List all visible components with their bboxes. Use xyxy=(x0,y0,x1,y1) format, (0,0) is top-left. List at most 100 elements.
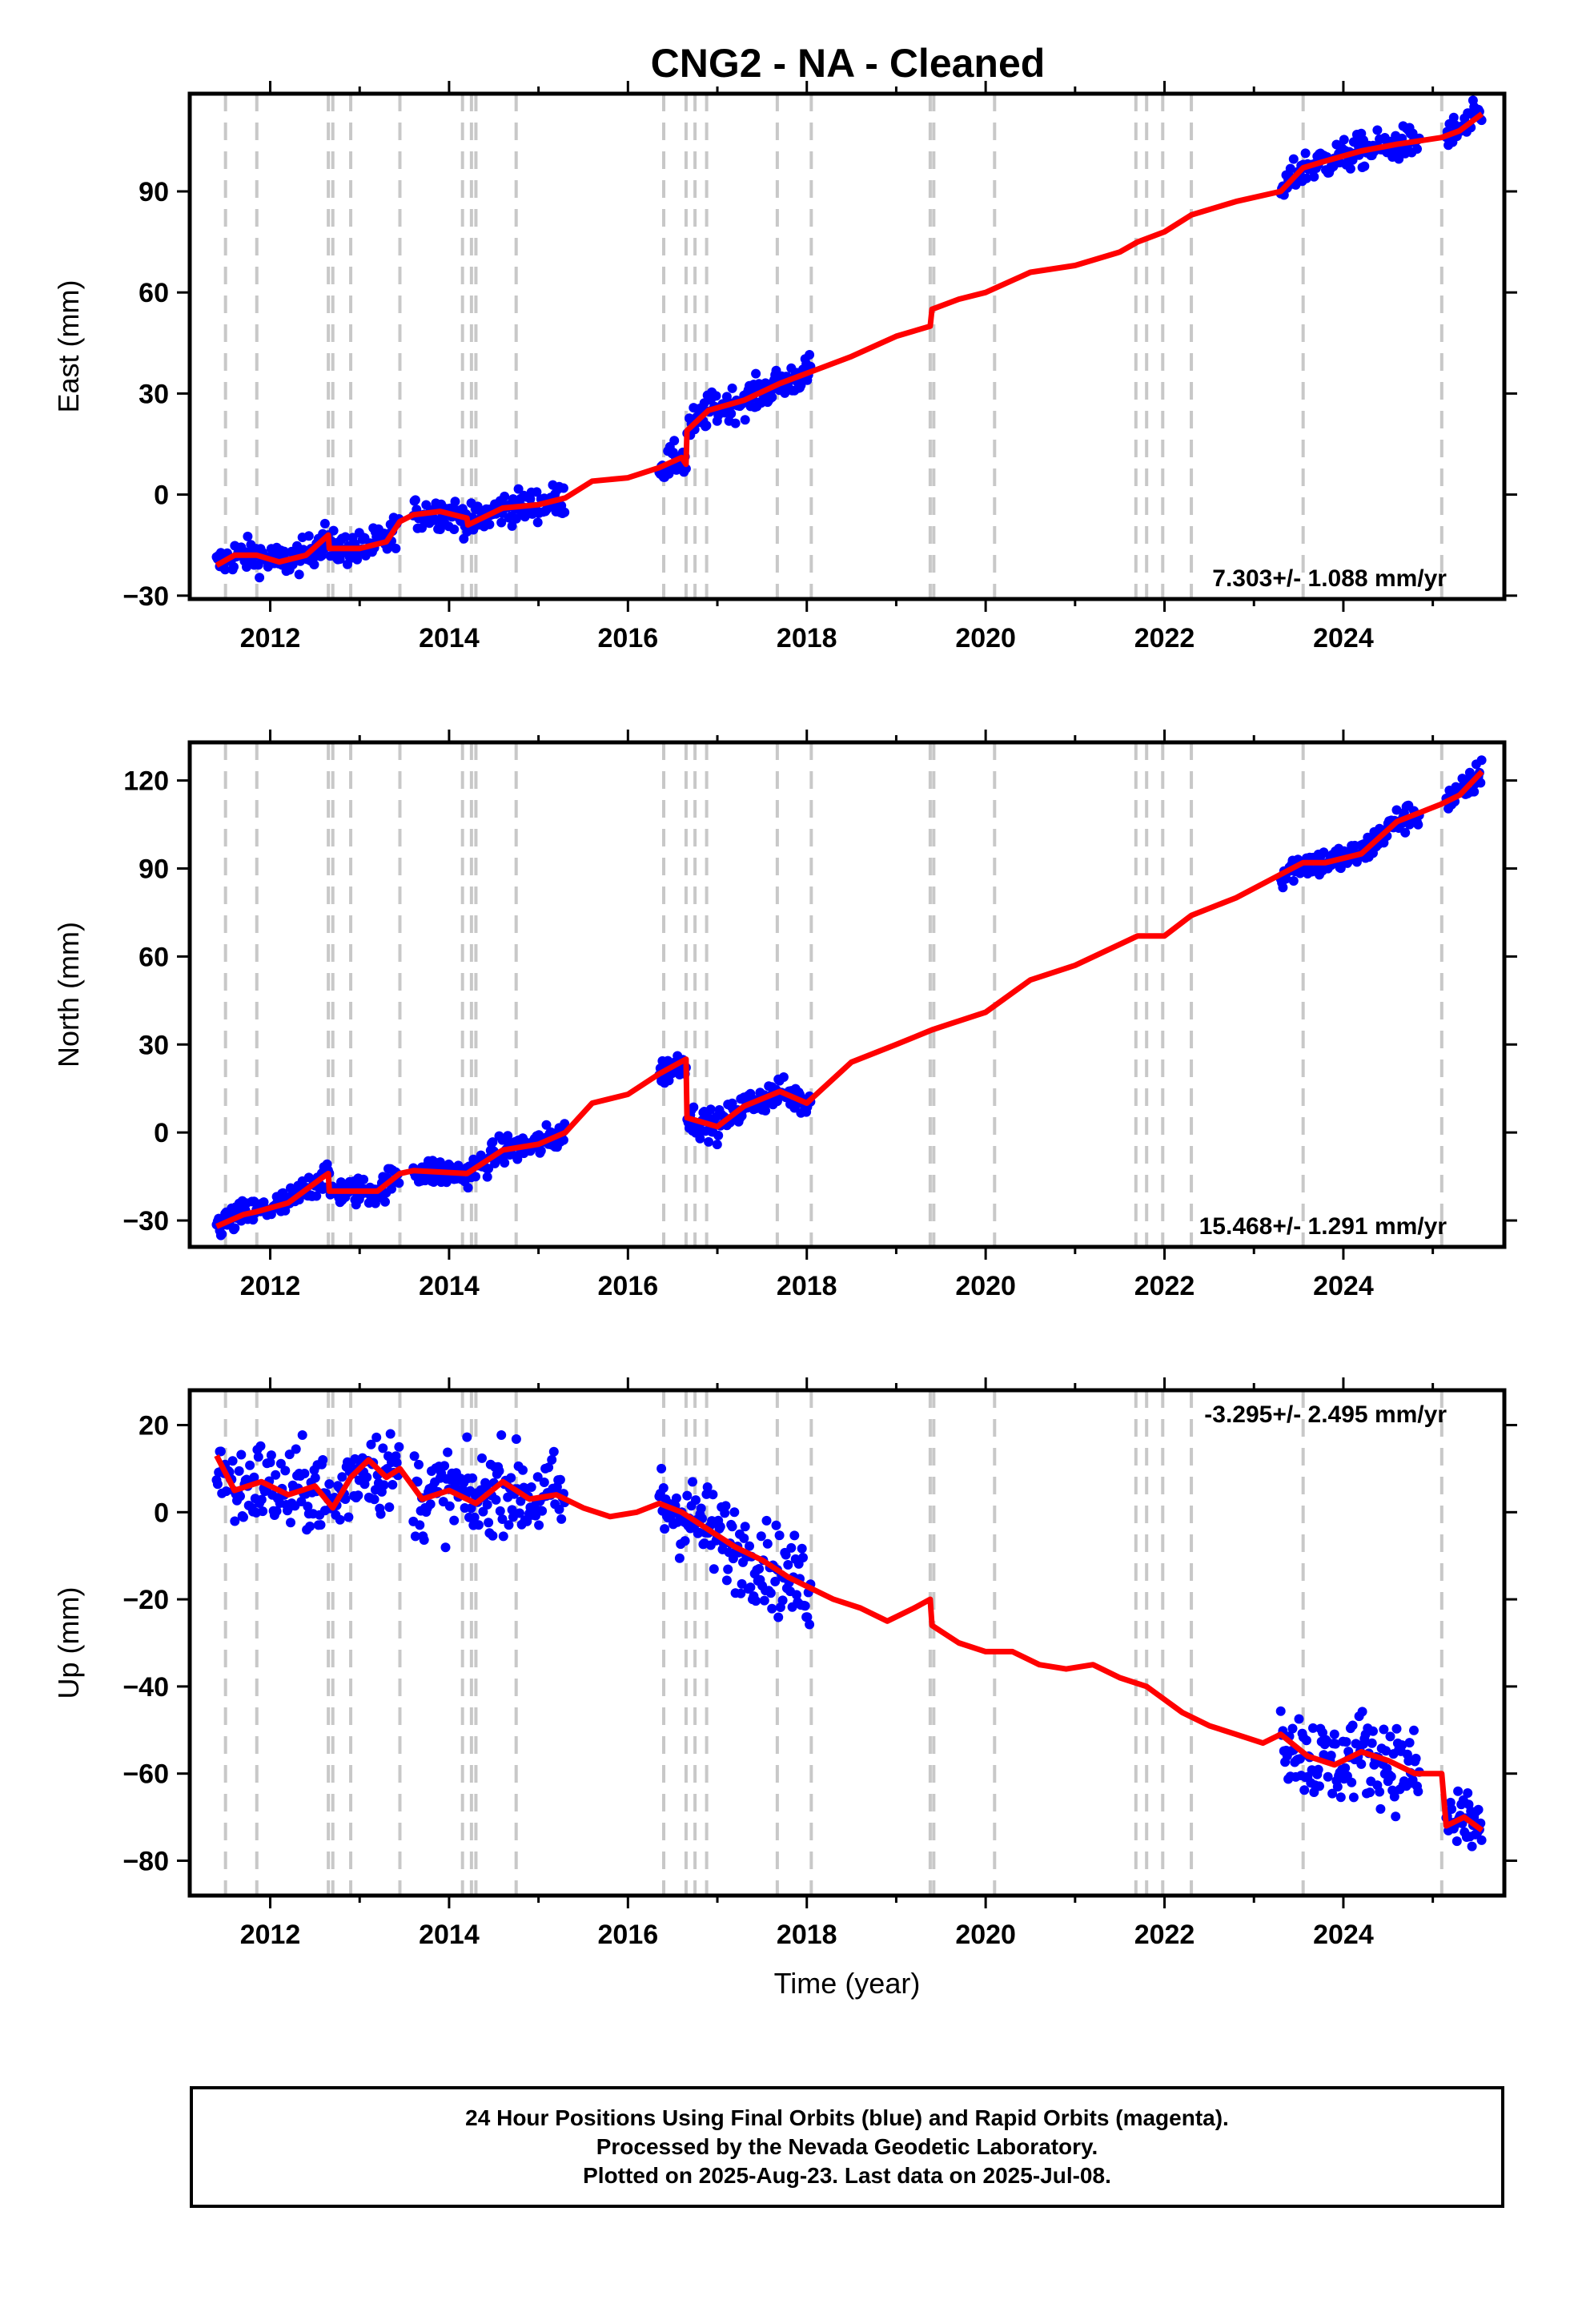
up-data-point xyxy=(498,1531,508,1542)
north-y-tick-label: 0 xyxy=(154,1118,169,1148)
up-data-point xyxy=(774,1530,785,1541)
up-data-point xyxy=(1368,1726,1378,1736)
up-data-point xyxy=(221,1486,231,1497)
north-data-point xyxy=(1319,847,1329,858)
up-data-point xyxy=(715,1522,725,1532)
up-x-tick-label: 2012 xyxy=(240,1920,301,1950)
up-data-point xyxy=(271,1506,282,1516)
up-data-point xyxy=(280,1466,291,1476)
east-y-tick-label: 30 xyxy=(139,379,169,409)
up-data-point xyxy=(230,1516,240,1526)
up-y-tick-label: −40 xyxy=(122,1672,169,1703)
east-data-point xyxy=(500,491,510,501)
up-data-point xyxy=(656,1463,667,1474)
up-data-point xyxy=(504,1520,514,1530)
north-data-point xyxy=(311,1191,322,1201)
north-data-point xyxy=(488,1137,498,1148)
east-data-point xyxy=(484,519,495,529)
east-data-point xyxy=(1300,148,1311,159)
east-data-point xyxy=(255,573,265,583)
up-data-point xyxy=(468,1473,477,1483)
east-y-tick-label: 0 xyxy=(154,480,169,511)
north-data-point xyxy=(689,1102,699,1112)
up-data-point xyxy=(745,1541,754,1551)
up-data-point xyxy=(384,1502,395,1512)
up-data-point xyxy=(387,1480,398,1490)
up-data-point xyxy=(256,1494,267,1505)
north-y-tick-label: 30 xyxy=(139,1030,169,1060)
north-data-point xyxy=(541,1120,552,1130)
up-data-point xyxy=(727,1522,737,1532)
up-x-axis-label: Time (year) xyxy=(774,1967,921,2000)
up-data-point xyxy=(721,1575,732,1586)
up-data-point xyxy=(474,1520,484,1530)
east-data-point xyxy=(1359,161,1370,171)
up-data-point xyxy=(526,1482,536,1492)
note-line-processor: Processed by the Nevada Geodetic Laborat… xyxy=(596,2134,1098,2159)
up-data-point xyxy=(1404,1738,1415,1748)
note-line-orbits: 24 Hour Positions Using Final Orbits (bl… xyxy=(465,2105,1229,2130)
up-data-point xyxy=(343,1512,354,1522)
north-y-tick-label: 60 xyxy=(139,942,169,972)
up-data-point xyxy=(1447,1804,1457,1814)
up-data-point xyxy=(378,1443,388,1454)
up-data-point xyxy=(1452,1836,1462,1847)
up-y-tick-label: 20 xyxy=(139,1411,169,1441)
up-x-tick-label: 2018 xyxy=(777,1920,837,1950)
east-data-point xyxy=(727,383,737,393)
north-data-point xyxy=(558,1135,568,1145)
up-data-point xyxy=(723,1564,733,1574)
north-data-point xyxy=(482,1172,492,1182)
up-data-point xyxy=(797,1543,807,1554)
north-data-point xyxy=(1476,778,1486,788)
up-data-point xyxy=(756,1531,766,1542)
east-x-tick-label: 2016 xyxy=(598,623,659,653)
up-data-point xyxy=(379,1480,389,1490)
up-data-point xyxy=(1473,1804,1484,1815)
up-y-tick-label: −20 xyxy=(122,1585,169,1615)
up-data-point xyxy=(253,1452,263,1462)
north-data-point xyxy=(1288,876,1299,886)
up-data-point xyxy=(1301,1735,1311,1746)
east-data-point xyxy=(1372,125,1383,135)
up-data-point xyxy=(303,1502,313,1512)
up-data-point xyxy=(335,1514,345,1525)
up-data-point xyxy=(305,1522,315,1531)
east-data-point xyxy=(417,523,427,533)
north-data-point xyxy=(471,1172,480,1182)
up-data-point xyxy=(688,1477,697,1487)
up-data-point xyxy=(761,1515,772,1526)
up-data-point xyxy=(666,1510,677,1520)
up-data-point xyxy=(1411,1753,1421,1763)
up-data-point xyxy=(736,1588,746,1598)
up-data-point xyxy=(773,1612,784,1622)
east-y-axis-label: East (mm) xyxy=(52,280,85,413)
up-data-point xyxy=(783,1560,793,1570)
up-data-point xyxy=(765,1588,776,1598)
up-data-point xyxy=(682,1490,693,1501)
up-data-point xyxy=(491,1494,501,1505)
up-data-point xyxy=(1275,1706,1286,1716)
up-data-point xyxy=(1351,1739,1361,1749)
up-data-point xyxy=(484,1518,494,1528)
up-data-point xyxy=(394,1441,404,1452)
up-data-point xyxy=(212,1479,223,1490)
east-data-point xyxy=(740,415,750,425)
up-data-point xyxy=(409,1451,420,1462)
north-data-point xyxy=(359,1174,369,1184)
north-x-tick-label: 2024 xyxy=(1313,1271,1374,1301)
east-data-point xyxy=(1301,173,1311,183)
east-data-point xyxy=(751,368,761,379)
north-plot-frame xyxy=(187,740,1507,1249)
up-data-point xyxy=(680,1536,690,1546)
east-x-tick-label: 2024 xyxy=(1313,623,1374,653)
up-data-point xyxy=(466,1503,476,1514)
east-data-point xyxy=(1345,163,1355,174)
up-data-point xyxy=(729,1507,740,1518)
east-data-point xyxy=(450,497,460,507)
east-x-tick-label: 2018 xyxy=(777,623,837,653)
east-data-point xyxy=(1412,144,1422,154)
up-data-point xyxy=(391,1458,402,1468)
north-data-point xyxy=(1400,827,1411,838)
